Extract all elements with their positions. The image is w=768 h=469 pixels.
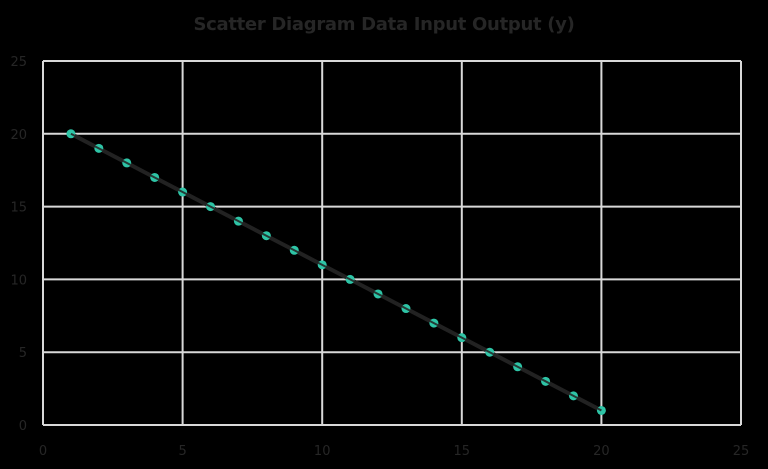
x-tick-label: 10 bbox=[314, 444, 331, 459]
y-tick-label: 10 bbox=[10, 273, 27, 288]
x-tick-label: 5 bbox=[178, 444, 186, 459]
y-tick-label: 15 bbox=[10, 201, 27, 216]
x-tick-label: 25 bbox=[733, 444, 750, 459]
x-tick-label: 0 bbox=[39, 444, 47, 459]
y-tick-label: 20 bbox=[10, 128, 27, 143]
x-tick-label: 15 bbox=[454, 444, 471, 459]
y-tick-label: 25 bbox=[10, 55, 27, 70]
y-tick-label: 0 bbox=[19, 419, 27, 434]
gridlines bbox=[42, 60, 742, 426]
y-tick-label: 5 bbox=[19, 346, 27, 361]
y-axis-ticks: 0 5 10 15 20 25 bbox=[10, 55, 27, 434]
chart-title: Scatter Diagram Data Input Output (y) bbox=[193, 14, 575, 35]
series-line-overlay bbox=[70, 132, 602, 412]
data-series bbox=[66, 129, 606, 415]
x-axis-ticks: 0 5 10 15 20 25 bbox=[39, 444, 749, 459]
x-tick-label: 20 bbox=[593, 444, 610, 459]
